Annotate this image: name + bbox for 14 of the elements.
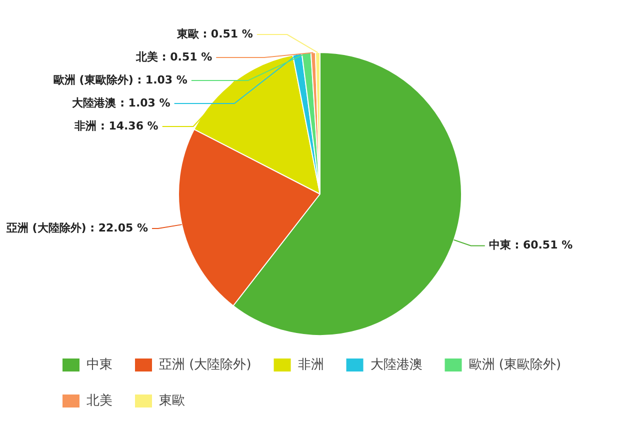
legend-label: 中東	[86, 357, 112, 372]
legend-label: 非洲	[298, 357, 324, 372]
data-label: 東歐 : 0.51 %	[176, 27, 253, 40]
data-label: 歐洲 (東歐除外) : 1.03 %	[53, 73, 188, 86]
legend-label: 北美	[86, 392, 112, 408]
data-label: 北美 : 0.51 %	[135, 50, 212, 64]
data-label: 非洲 : 14.36 %	[74, 119, 158, 132]
legend-label: 東歐	[159, 393, 185, 408]
legend-label: 大陸港澳	[370, 357, 422, 372]
data-label: 大陸港澳 : 1.03 %	[72, 96, 170, 110]
data-label: 中東 : 60.51 %	[488, 238, 573, 252]
legend-label: 歐洲 (東歐除外)	[468, 357, 562, 372]
data-label: 亞洲 (大陸除外) : 22.05 %	[5, 221, 148, 234]
legend-label: 亞洲 (大陸除外)	[159, 357, 252, 372]
